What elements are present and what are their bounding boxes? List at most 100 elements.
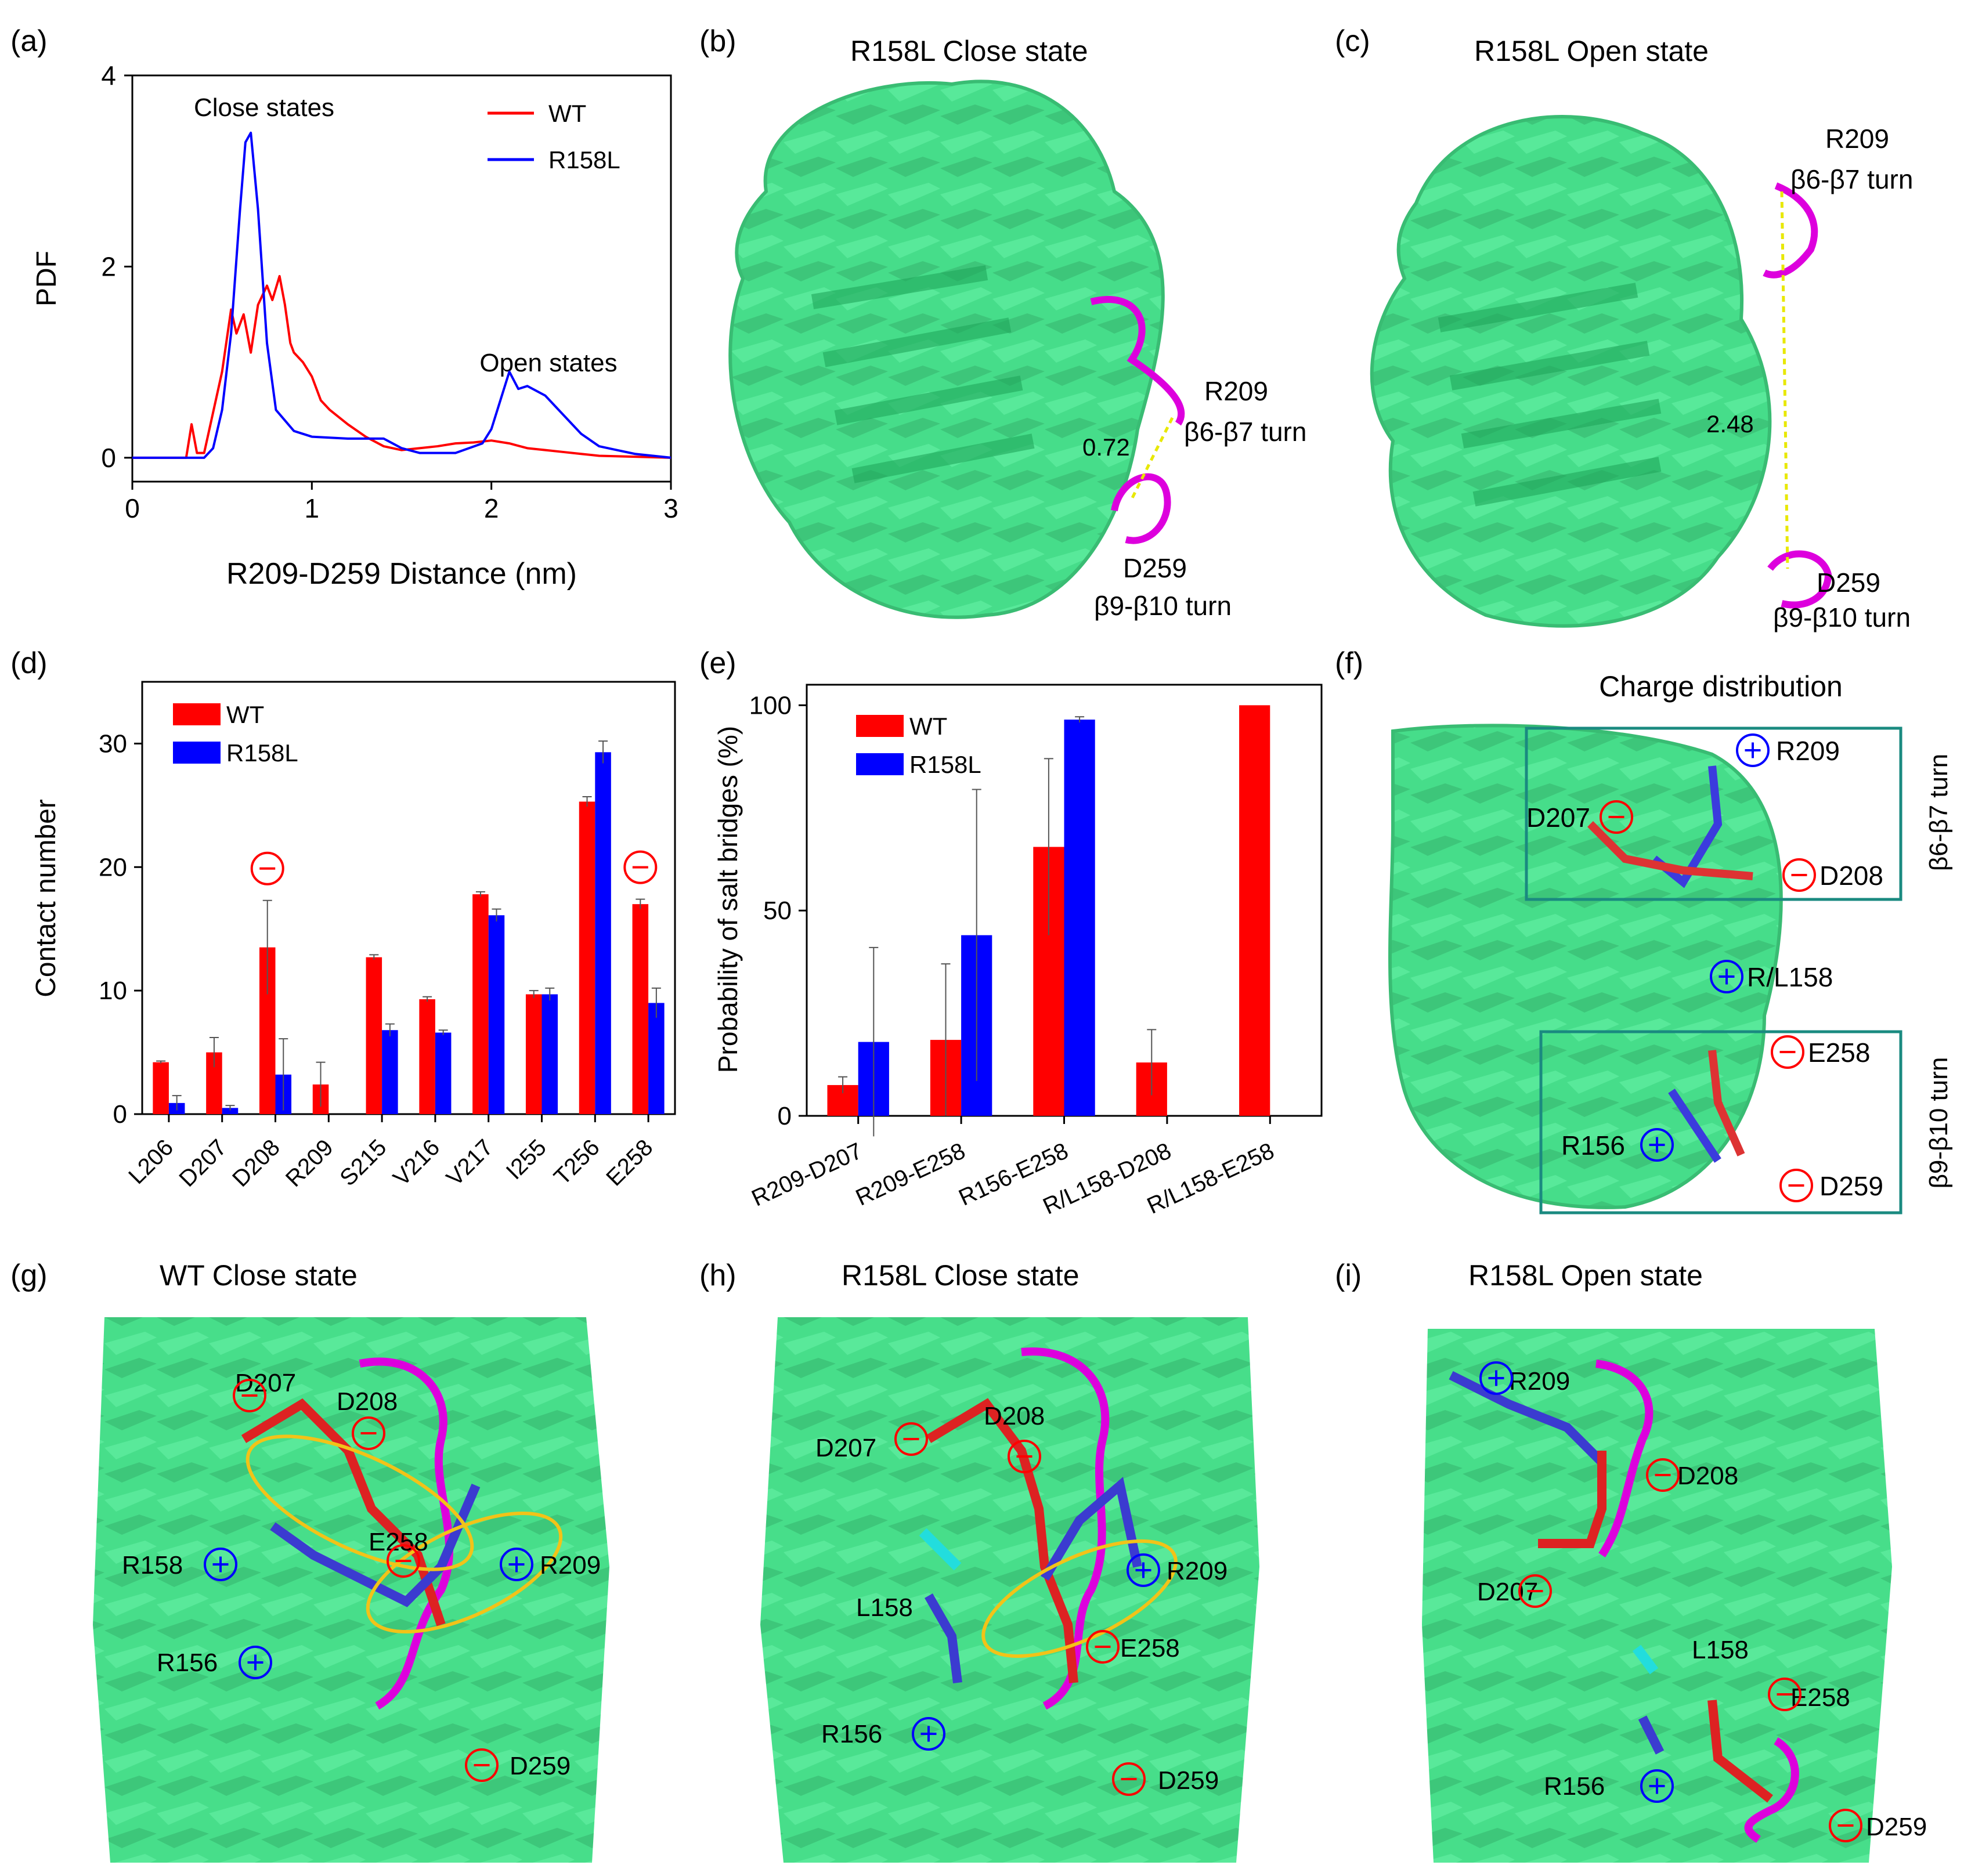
charge-markers: [204, 733, 1862, 1842]
legend-a: WT R158L: [488, 100, 620, 173]
x-tick-label-chartE: R209-E258: [852, 1138, 969, 1210]
y-tick-label-chartD: 10: [99, 977, 127, 1005]
legend-e-r158l-label: R158L: [909, 751, 981, 778]
bar-wt-l206: [153, 1062, 169, 1114]
negative-charge-marker-e258: [623, 850, 658, 884]
charge-marker-g-d207: [233, 1379, 266, 1412]
label-g-e258: E258: [369, 1528, 428, 1556]
protein-structure-i: [1422, 1329, 1892, 1863]
label-c-d259: D259: [1817, 568, 1880, 598]
label-g-r156: R156: [157, 1649, 218, 1677]
y-tick-label-chartE: 0: [778, 1102, 792, 1130]
bar-wt-t256: [579, 801, 595, 1114]
charge-marker-i-d259: [1829, 1809, 1862, 1842]
chart-a: PDF R209-D259 Distance (nm) Close states…: [31, 60, 678, 591]
protein-structure-b: [728, 79, 1185, 619]
x-tick-label-chartD: T256: [549, 1134, 605, 1190]
panel-g-title: WT Close state: [160, 1259, 358, 1292]
y-axis-label-a: PDF: [31, 251, 62, 306]
bar-r158l-v216: [435, 1032, 452, 1114]
chart-d: Contact number WT R158L 0 10 20 30 L206D207D…: [31, 681, 676, 1192]
label-f-box1: β6-β7 turn: [1925, 754, 1953, 871]
label-f-d207: D207: [1526, 803, 1590, 833]
bar-r158l-s215: [382, 1030, 398, 1114]
box-beta9-beta10: [1539, 1030, 1902, 1214]
y-tick-label-a: 2: [101, 251, 116, 281]
label-f-box2: β9-β10 turn: [1925, 1057, 1953, 1189]
label-c-r209: R209: [1825, 124, 1889, 154]
label-g-d259: D259: [510, 1752, 571, 1780]
legend-d-wt-swatch: [173, 703, 221, 725]
legend-d-wt-label: WT: [226, 701, 264, 728]
panel-f-label: (f): [1335, 646, 1363, 680]
x-tick-label-a: 0: [125, 493, 140, 523]
label-f-e258: E258: [1808, 1038, 1870, 1068]
legend-e-wt-swatch: [856, 715, 904, 737]
charge-marker-h-d207: [894, 1422, 928, 1456]
label-i-d259: D259: [1866, 1813, 1927, 1841]
x-tick-label-chartD: D208: [228, 1134, 285, 1192]
panel-f-title: Charge distribution: [1599, 670, 1843, 703]
charge-marker-h-d259: [1112, 1762, 1146, 1796]
label-c-turn2: β9-β10 turn: [1773, 602, 1911, 632]
protein-structure-h: [760, 1317, 1259, 1863]
charge-marker-g-d259: [465, 1748, 499, 1782]
annotation-close-states: Close states: [194, 93, 334, 122]
x-tick-label-chartD: L206: [124, 1134, 178, 1189]
panel-d-label: (d): [10, 646, 48, 680]
y-tick-label-chartD: 0: [113, 1100, 127, 1129]
charge-marker-g-d208: [352, 1416, 385, 1450]
y-tick-label-a: 4: [101, 60, 116, 91]
label-b-dist: 0.72: [1082, 433, 1130, 461]
label-f-d208: D208: [1819, 861, 1883, 891]
annotation-open-states: Open states: [479, 349, 617, 377]
label-h-e258: E258: [1120, 1634, 1180, 1662]
box-beta6-beta7: [1525, 726, 1902, 901]
x-axis-label-a: R209-D259 Distance (nm): [226, 557, 577, 591]
label-h-r209: R209: [1167, 1557, 1228, 1585]
protein-structure-g: [93, 1317, 609, 1863]
label-c-turn1: β6-β7 turn: [1790, 164, 1913, 194]
label-h-r156: R156: [821, 1720, 882, 1748]
charge-marker-f-r156: [1640, 1128, 1674, 1162]
panel-i-title: R158L Open state: [1468, 1259, 1703, 1292]
x-tick-label-chartD: V216: [388, 1134, 445, 1191]
charge-marker-f-rl158: [1710, 960, 1743, 993]
y-tick-label-chartE: 50: [763, 897, 792, 925]
charge-marker-f-r209: [1736, 733, 1770, 767]
label-f-r209: R209: [1776, 736, 1840, 766]
y-tick-label-chartD: 30: [99, 729, 127, 758]
x-tick-label-chartD: I255: [501, 1134, 551, 1184]
legend-e-r158l-swatch: [856, 753, 904, 775]
panel-c-label: (c): [1335, 24, 1370, 58]
panel-a-label: (a): [10, 24, 48, 58]
bar-wt-e258: [632, 904, 649, 1114]
bar-wt-s215: [366, 957, 382, 1114]
charge-marker-i-d208: [1646, 1458, 1680, 1492]
legend-e: WT R158L: [856, 713, 981, 778]
x-tick-label-chartD: R209: [281, 1134, 338, 1192]
y-axis-label-e: Probability of salt bridges (%): [713, 726, 743, 1073]
x-tick-label-a: 3: [663, 493, 678, 523]
panel-i-label: (i): [1335, 1259, 1362, 1292]
charge-marker-i-r209: [1479, 1361, 1513, 1395]
label-i-l158: L158: [1692, 1636, 1749, 1664]
x-tick-label-chartD: S215: [335, 1134, 391, 1191]
panel-c-title: R158L Open state: [1474, 35, 1709, 67]
charge-marker-h-e258: [1086, 1630, 1120, 1664]
label-h-l158: L158: [856, 1593, 913, 1622]
bar-r158l-r156-e258: [1064, 720, 1095, 1116]
charge-marker-h-r156: [912, 1717, 945, 1751]
panel-b-title: R158L Close state: [850, 35, 1088, 67]
legend-d: WT R158L: [173, 701, 298, 767]
x-tick-label-chartD: E258: [601, 1134, 658, 1191]
plot-a-frame: [131, 74, 672, 483]
charge-marker-i-e258: [1768, 1678, 1802, 1711]
legend-e-wt-label: WT: [909, 713, 947, 740]
label-b-d259: D259: [1123, 553, 1187, 583]
charge-marker-f-d207: [1600, 800, 1633, 834]
charge-marker-g-r156: [239, 1646, 272, 1679]
chart-e: Probability of salt bridges (%) WT R158L…: [713, 684, 1323, 1220]
charge-marker-h-d208: [1008, 1440, 1041, 1473]
bar-r158l-v217: [488, 915, 505, 1114]
